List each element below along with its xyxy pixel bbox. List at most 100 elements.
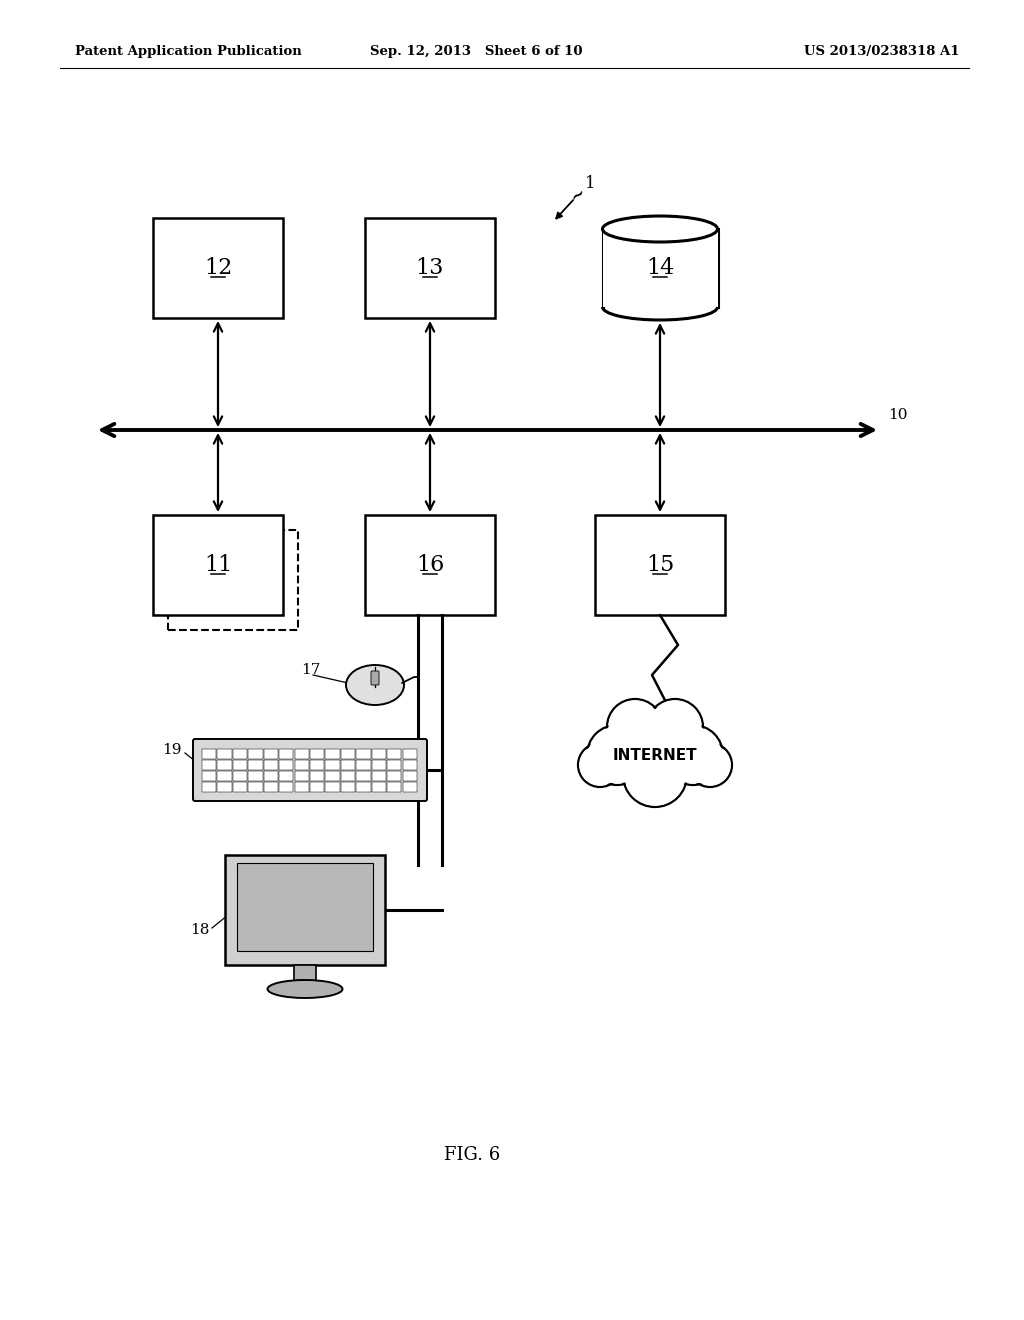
FancyBboxPatch shape [232,771,247,781]
Polygon shape [365,218,495,318]
FancyBboxPatch shape [341,760,355,770]
FancyBboxPatch shape [341,783,355,792]
Circle shape [647,700,703,755]
FancyBboxPatch shape [310,771,325,781]
Circle shape [589,726,645,784]
Circle shape [580,744,621,785]
FancyBboxPatch shape [402,760,417,770]
FancyBboxPatch shape [248,750,262,759]
Text: 16: 16 [416,554,444,576]
Circle shape [607,700,663,755]
FancyBboxPatch shape [217,760,231,770]
FancyBboxPatch shape [326,771,340,781]
FancyBboxPatch shape [193,739,427,801]
Ellipse shape [346,665,404,705]
FancyBboxPatch shape [232,760,247,770]
FancyBboxPatch shape [310,783,325,792]
FancyBboxPatch shape [371,671,379,685]
FancyBboxPatch shape [387,771,401,781]
FancyBboxPatch shape [372,760,386,770]
FancyBboxPatch shape [310,750,325,759]
Circle shape [578,743,622,787]
FancyBboxPatch shape [326,783,340,792]
FancyBboxPatch shape [402,750,417,759]
FancyBboxPatch shape [326,750,340,759]
FancyBboxPatch shape [356,783,371,792]
FancyBboxPatch shape [248,783,262,792]
Text: 1: 1 [585,176,596,191]
FancyBboxPatch shape [387,750,401,759]
FancyBboxPatch shape [264,760,278,770]
Text: INTERNET: INTERNET [612,747,697,763]
Ellipse shape [267,979,342,998]
Ellipse shape [602,216,718,242]
FancyBboxPatch shape [310,760,325,770]
Polygon shape [225,855,385,965]
Circle shape [613,708,697,792]
Circle shape [688,743,732,787]
Text: 17: 17 [301,663,321,677]
FancyBboxPatch shape [387,783,401,792]
Text: US 2013/0238318 A1: US 2013/0238318 A1 [804,45,959,58]
FancyBboxPatch shape [372,783,386,792]
FancyBboxPatch shape [248,760,262,770]
Text: FIG. 6: FIG. 6 [443,1146,500,1164]
Polygon shape [595,515,725,615]
FancyBboxPatch shape [264,783,278,792]
Polygon shape [365,515,495,615]
FancyBboxPatch shape [202,783,216,792]
Circle shape [587,725,647,785]
Text: 15: 15 [646,554,674,576]
FancyBboxPatch shape [341,750,355,759]
FancyBboxPatch shape [372,771,386,781]
FancyBboxPatch shape [295,750,309,759]
Text: 13: 13 [416,257,444,279]
Circle shape [665,726,722,784]
FancyBboxPatch shape [202,771,216,781]
FancyBboxPatch shape [264,771,278,781]
FancyBboxPatch shape [202,760,216,770]
Circle shape [663,725,723,785]
Text: 19: 19 [163,743,182,756]
FancyBboxPatch shape [280,783,293,792]
FancyBboxPatch shape [232,750,247,759]
Polygon shape [237,863,373,950]
FancyBboxPatch shape [217,783,231,792]
FancyBboxPatch shape [264,750,278,759]
Text: 10: 10 [888,408,907,422]
FancyBboxPatch shape [341,771,355,781]
FancyBboxPatch shape [356,760,371,770]
Circle shape [689,744,730,785]
Text: 12: 12 [204,257,232,279]
Text: Patent Application Publication: Patent Application Publication [75,45,302,58]
Circle shape [623,743,687,807]
Circle shape [608,701,662,754]
Circle shape [648,701,701,754]
FancyBboxPatch shape [372,750,386,759]
Polygon shape [294,965,316,981]
Circle shape [625,744,685,805]
FancyBboxPatch shape [217,750,231,759]
FancyBboxPatch shape [202,750,216,759]
FancyBboxPatch shape [295,760,309,770]
Polygon shape [602,228,718,308]
FancyBboxPatch shape [248,771,262,781]
Polygon shape [153,515,283,615]
Polygon shape [153,218,283,318]
FancyBboxPatch shape [356,771,371,781]
Text: Sep. 12, 2013   Sheet 6 of 10: Sep. 12, 2013 Sheet 6 of 10 [370,45,583,58]
Circle shape [614,710,695,791]
FancyBboxPatch shape [326,760,340,770]
FancyBboxPatch shape [295,783,309,792]
FancyBboxPatch shape [295,771,309,781]
FancyBboxPatch shape [402,783,417,792]
Text: 11: 11 [204,554,232,576]
FancyBboxPatch shape [217,771,231,781]
FancyBboxPatch shape [402,771,417,781]
FancyBboxPatch shape [387,760,401,770]
Text: ~: ~ [566,183,589,207]
Text: 14: 14 [646,257,674,279]
Text: 18: 18 [189,923,209,937]
FancyBboxPatch shape [356,750,371,759]
FancyBboxPatch shape [280,750,293,759]
